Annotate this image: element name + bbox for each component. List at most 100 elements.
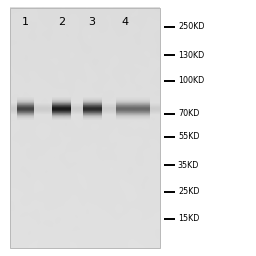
Bar — [52, 102, 71, 103]
Text: 100KD: 100KD — [178, 76, 204, 85]
Bar — [82, 103, 102, 104]
Bar — [82, 107, 102, 108]
Bar — [116, 118, 150, 119]
Text: 35KD: 35KD — [178, 161, 199, 170]
Bar — [52, 106, 71, 107]
Bar — [17, 111, 34, 112]
Bar — [52, 116, 71, 117]
Bar — [82, 112, 102, 113]
Bar — [52, 115, 71, 116]
Bar — [116, 103, 150, 104]
Bar — [17, 107, 34, 108]
Text: 130KD: 130KD — [178, 50, 204, 60]
Bar — [82, 111, 102, 112]
Bar — [17, 97, 34, 98]
Bar — [82, 105, 102, 106]
Bar — [82, 113, 102, 114]
Bar — [52, 101, 71, 102]
Bar — [82, 118, 102, 119]
Bar — [82, 101, 102, 102]
Bar — [116, 107, 150, 108]
Bar — [82, 115, 102, 116]
Bar — [17, 115, 34, 116]
Bar — [10, 8, 160, 248]
Bar — [82, 104, 102, 105]
Bar — [82, 119, 102, 120]
Bar — [116, 117, 150, 118]
Bar — [17, 103, 34, 104]
Bar — [116, 101, 150, 102]
Bar — [116, 115, 150, 116]
Text: 250KD: 250KD — [178, 22, 205, 31]
Bar — [82, 100, 102, 101]
Bar — [52, 117, 71, 118]
Bar — [17, 113, 34, 114]
Bar — [82, 97, 102, 98]
Bar — [17, 102, 34, 103]
Bar — [52, 104, 71, 105]
Bar — [116, 100, 150, 101]
Text: 55KD: 55KD — [178, 132, 199, 142]
Bar — [17, 100, 34, 101]
Bar — [52, 99, 71, 100]
Text: 4: 4 — [122, 17, 129, 27]
Bar — [116, 99, 150, 100]
Bar — [82, 99, 102, 100]
Bar — [82, 114, 102, 115]
Bar — [52, 118, 71, 119]
Bar — [52, 98, 71, 99]
Text: 15KD: 15KD — [178, 214, 199, 223]
Bar — [17, 105, 34, 106]
Bar — [52, 100, 71, 101]
Bar — [52, 103, 71, 104]
Bar — [52, 107, 71, 108]
Bar — [116, 113, 150, 114]
Bar — [116, 105, 150, 106]
Bar — [17, 114, 34, 115]
Bar — [82, 109, 102, 110]
Bar — [17, 98, 34, 99]
Bar — [82, 102, 102, 103]
Bar — [17, 116, 34, 117]
Bar — [116, 104, 150, 105]
Text: 2: 2 — [58, 17, 65, 27]
Bar — [17, 112, 34, 113]
Bar — [82, 117, 102, 118]
Bar — [116, 112, 150, 113]
Bar — [52, 110, 71, 111]
Text: 1: 1 — [22, 17, 29, 27]
Bar — [52, 114, 71, 115]
Bar — [17, 101, 34, 102]
Bar — [52, 113, 71, 114]
Bar — [17, 109, 34, 110]
Bar — [116, 102, 150, 103]
Text: 3: 3 — [89, 17, 96, 27]
Bar — [17, 118, 34, 119]
Bar — [52, 112, 71, 113]
Bar — [116, 106, 150, 107]
Bar — [17, 117, 34, 118]
Bar — [17, 106, 34, 107]
Bar — [116, 110, 150, 111]
Bar — [82, 106, 102, 107]
Bar — [82, 98, 102, 99]
Bar — [82, 110, 102, 111]
Bar — [17, 119, 34, 120]
Bar — [52, 109, 71, 110]
Bar — [116, 97, 150, 98]
Bar — [116, 119, 150, 120]
Bar — [17, 99, 34, 100]
Bar — [17, 104, 34, 105]
Bar — [17, 110, 34, 111]
Bar — [52, 97, 71, 98]
Bar — [52, 111, 71, 112]
Bar — [116, 111, 150, 112]
Bar — [116, 114, 150, 115]
Bar — [116, 109, 150, 110]
Bar — [52, 119, 71, 120]
Bar — [116, 98, 150, 99]
Bar — [52, 105, 71, 106]
Text: 70KD: 70KD — [178, 109, 199, 119]
Bar — [82, 116, 102, 117]
Bar — [116, 116, 150, 117]
